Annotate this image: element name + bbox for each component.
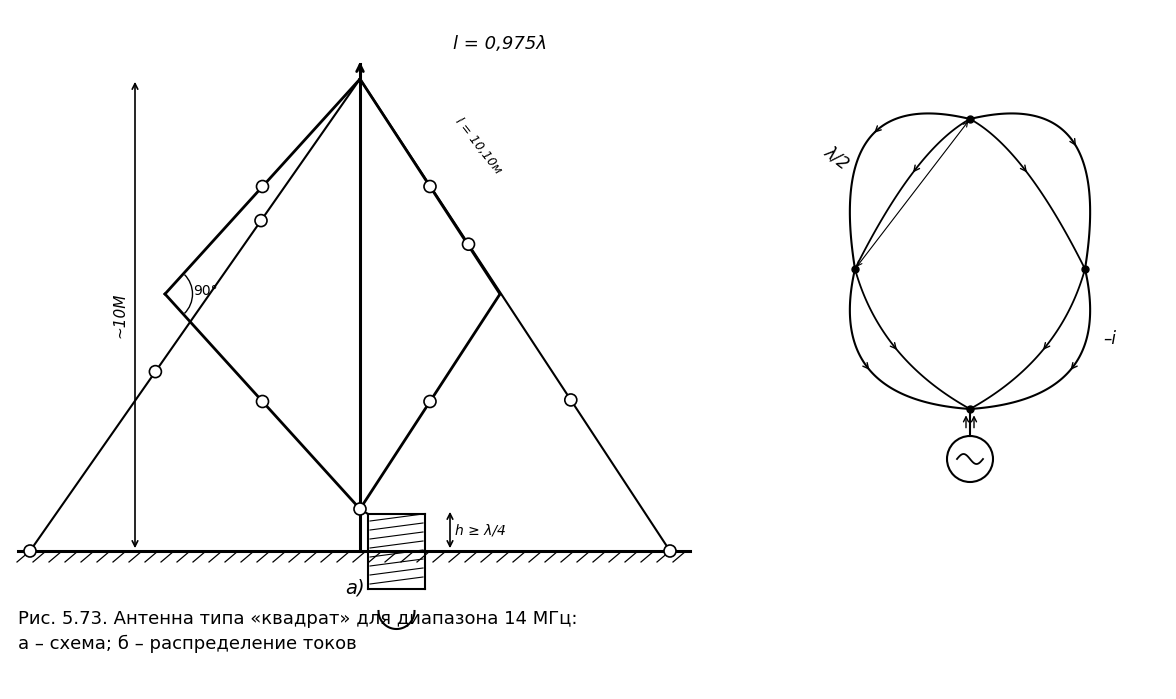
- Text: a – схема; б – распределение токов: a – схема; б – распределение токов: [18, 635, 356, 653]
- Text: l = 0,975λ: l = 0,975λ: [453, 35, 547, 53]
- Text: l = 10,10м: l = 10,10м: [452, 115, 503, 177]
- Circle shape: [256, 396, 268, 408]
- Circle shape: [947, 436, 993, 482]
- Text: a): a): [346, 579, 365, 598]
- Text: λ/2: λ/2: [821, 143, 853, 173]
- Text: Рис. 5.73. Антенна типа «квадрат» для диапазона 14 МГц:: Рис. 5.73. Антенна типа «квадрат» для ди…: [18, 610, 577, 628]
- Text: ~10М: ~10М: [112, 292, 127, 338]
- Text: –i: –i: [1103, 330, 1116, 348]
- Text: 90°: 90°: [193, 284, 218, 298]
- Circle shape: [255, 215, 267, 226]
- Circle shape: [664, 545, 676, 557]
- Text: б): б): [960, 439, 980, 458]
- Text: h ≥ λ/4: h ≥ λ/4: [455, 523, 506, 537]
- Circle shape: [425, 396, 436, 408]
- Circle shape: [462, 238, 474, 250]
- Circle shape: [564, 394, 576, 406]
- Circle shape: [256, 180, 268, 192]
- Circle shape: [24, 545, 36, 557]
- Circle shape: [149, 366, 161, 377]
- Circle shape: [354, 503, 366, 515]
- Circle shape: [425, 180, 436, 192]
